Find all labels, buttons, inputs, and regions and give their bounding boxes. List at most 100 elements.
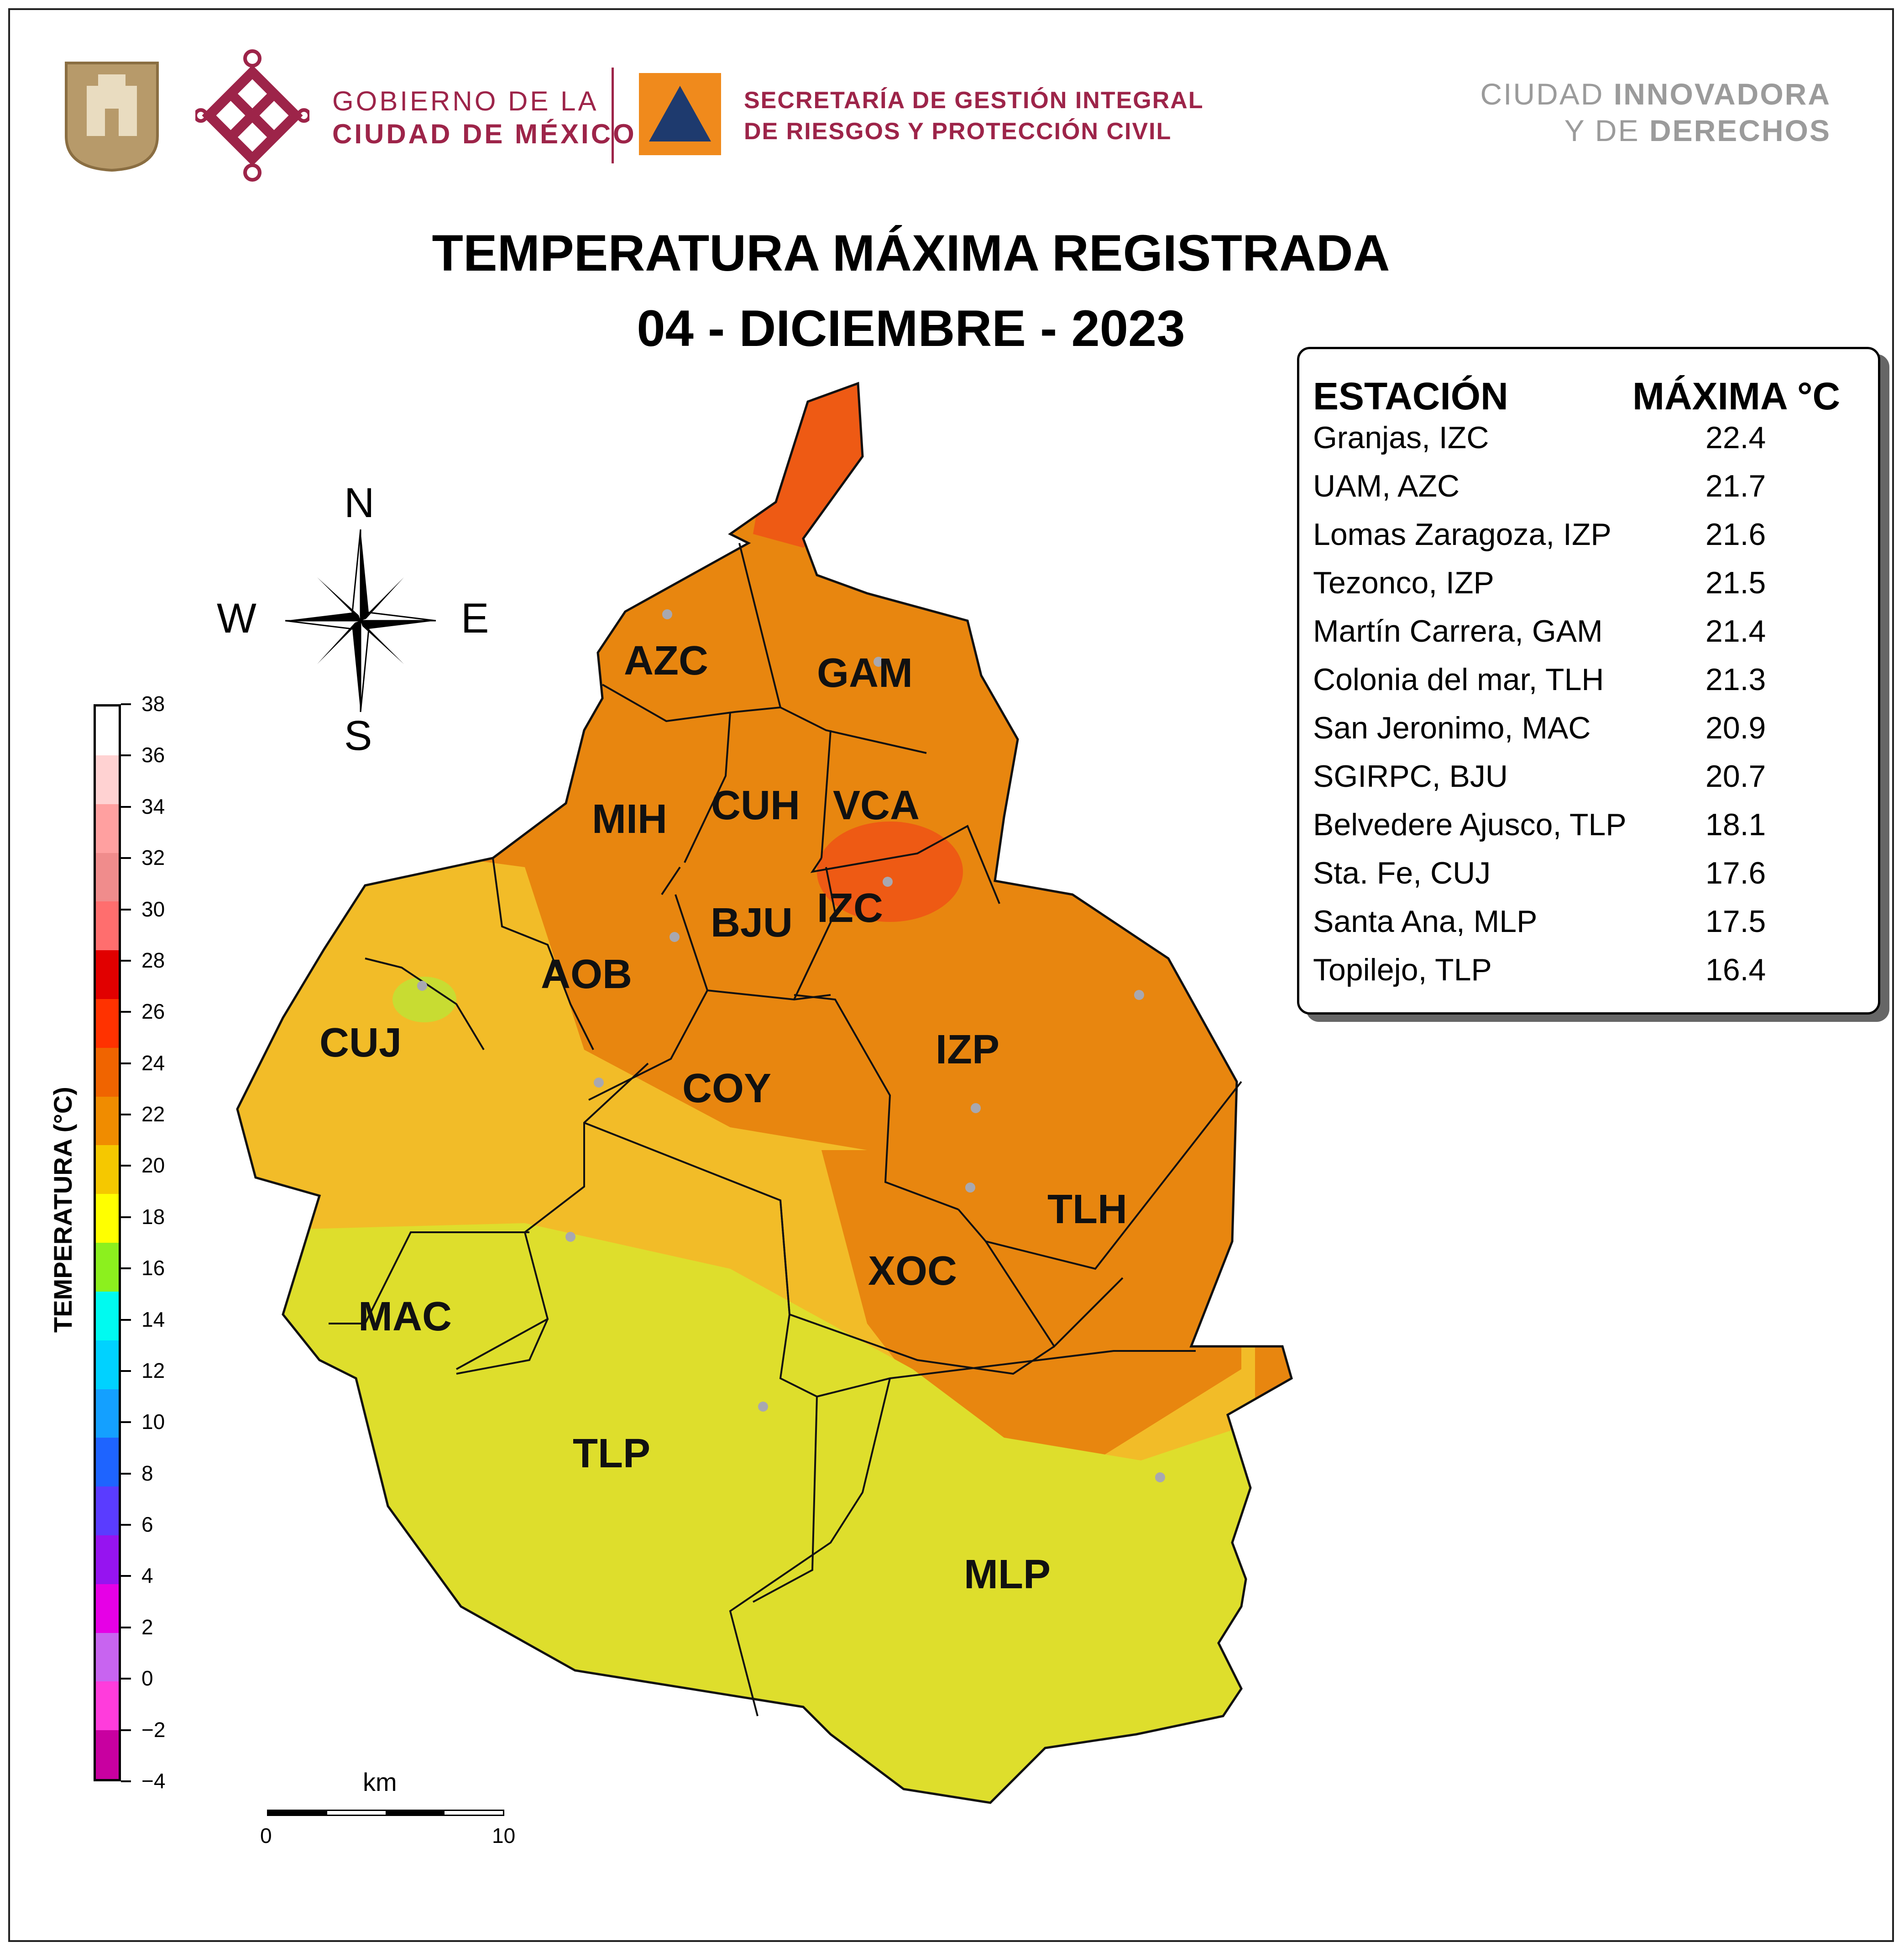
colorbar-tick [121,1421,131,1423]
colorbar-band [96,853,119,902]
colorbar-band [96,1243,119,1292]
station-marker [662,609,672,619]
station-name: Tezonco, IZP [1313,565,1494,600]
colorbar-band [96,1486,119,1535]
colorbar-tick-label: 4 [141,1564,153,1588]
colorbar-tick [121,1011,131,1013]
table-row: UAM, AZC 21.7 [1299,468,1878,517]
label-cuj: CUJ [319,1020,402,1066]
colorbar-tick-label: 14 [141,1307,165,1331]
station-name: UAM, AZC [1313,469,1460,503]
colorbar-tick [121,959,131,962]
colorbar-tick-label: −4 [141,1769,166,1793]
table-row: Martín Carrera, GAM 21.4 [1299,613,1878,662]
colorbar-band [96,755,119,804]
colorbar-tick [121,1165,131,1167]
label-azc: AZC [624,638,708,684]
colorbar-tick [121,1626,131,1628]
colorbar-tick [121,857,131,859]
colorbar-tick [121,1678,131,1680]
brand-part-c: Y DE [1564,114,1649,147]
colorbar-tick-label: 36 [141,743,165,767]
station-max-temp: 20.9 [1705,711,1766,745]
colorbar-tick-label: 8 [141,1461,153,1485]
colorbar-tick-label: 24 [141,1051,165,1075]
secretaria-name: SECRETARÍA DE GESTIÓN INTEGRAL DE RIESGO… [744,85,1204,147]
sec-line-1: SECRETARÍA DE GESTIÓN INTEGRAL [744,87,1204,114]
station-name: Belvedere Ajusco, TLP [1313,807,1627,842]
colorbar-tick-label: 26 [141,1000,165,1024]
label-bju: BJU [711,900,793,946]
station-max-temp: 22.4 [1705,420,1766,455]
map-date: 04 - DICIEMBRE - 2023 [637,300,1185,357]
colorbar-tick-label: 34 [141,794,165,818]
station-max-temp: 18.1 [1705,807,1766,842]
station-max-temp: 21.6 [1705,517,1766,552]
colorbar-band [96,950,119,999]
gov-line-2: CIUDAD DE MÉXICO [332,119,637,149]
station-marker [971,1103,981,1113]
compass-e: E [461,595,489,642]
colorbar-tick [121,754,131,757]
alcaldia-borders [329,543,1242,1717]
station-name: Sta. Fe, CUJ [1313,856,1491,890]
cdmx-government-logo [195,49,309,182]
colorbar-tick [121,1319,131,1321]
station-marker [565,1232,575,1242]
label-mlp: MLP [964,1552,1051,1597]
colorbar-tick [121,1062,131,1064]
table-row: Sta. Fe, CUJ 17.6 [1299,855,1878,904]
station-name: Colonia del mar, TLH [1313,662,1604,697]
station-name: Martín Carrera, GAM [1313,614,1603,649]
colorbar-tick-label: 32 [141,846,165,870]
station-name: SGIRPC, BJU [1313,759,1508,794]
label-xoc: XOC [868,1248,957,1294]
station-max-temp: 20.7 [1705,759,1766,794]
colorbar-band [96,1633,119,1682]
colorbar-tick [121,1267,131,1270]
colorbar-band [96,1194,119,1243]
station-marker [758,1402,768,1412]
station-name: Lomas Zaragoza, IZP [1313,517,1611,552]
gov-line-1: GOBIERNO DE LA [332,86,599,116]
colorbar-band [96,1096,119,1146]
label-tlh: TLH [1047,1187,1127,1232]
compass-star-icon [285,529,436,712]
station-marker [965,1183,975,1193]
table-row: Lomas Zaragoza, IZP 21.6 [1299,517,1878,565]
brand-part-d: DERECHOS [1649,114,1831,147]
label-izc: IZC [817,885,883,931]
cdmx-outline [236,382,1293,1804]
compass-rose: N S E W [214,475,507,759]
station-name: San Jeronimo, MAC [1313,711,1591,745]
colorbar-tick [121,1729,131,1731]
colorbar-tick-label: 38 [141,692,165,716]
colorbar-band [96,1340,119,1389]
colorbar-tick-label: 16 [141,1256,165,1280]
colorbar-tick-label: 22 [141,1102,165,1126]
colorbar-band [96,999,119,1048]
station-max-temp: 21.5 [1705,565,1766,600]
civil-protection-logo [639,73,721,155]
label-mac: MAC [358,1294,452,1340]
colorbar-tick-label: 0 [141,1666,153,1690]
colorbar-band [96,1535,119,1584]
station-max-temp: 17.6 [1705,856,1766,890]
colorbar-tick [121,908,131,911]
colorbar-tick [121,703,131,705]
station-name: Santa Ana, MLP [1313,904,1538,939]
colorbar-tick-label: −2 [141,1717,166,1742]
table-header-station: ESTACIÓN [1313,375,1508,418]
colorbar-band [96,1291,119,1340]
label-aob: AOB [541,952,632,997]
label-izp: IZP [936,1027,999,1073]
label-gam: GAM [817,650,913,696]
station-max-temp: 21.7 [1705,469,1766,503]
colorbar-band [96,1389,119,1438]
table-row: Granjas, IZC 22.4 [1299,420,1878,468]
label-mih: MIH [592,796,667,842]
sec-line-2: DE RIESGOS Y PROTECCIÓN CIVIL [744,118,1172,145]
table-row: Tezonco, IZP 21.5 [1299,565,1878,613]
map-frame [8,8,1894,1942]
station-marker [883,877,893,887]
